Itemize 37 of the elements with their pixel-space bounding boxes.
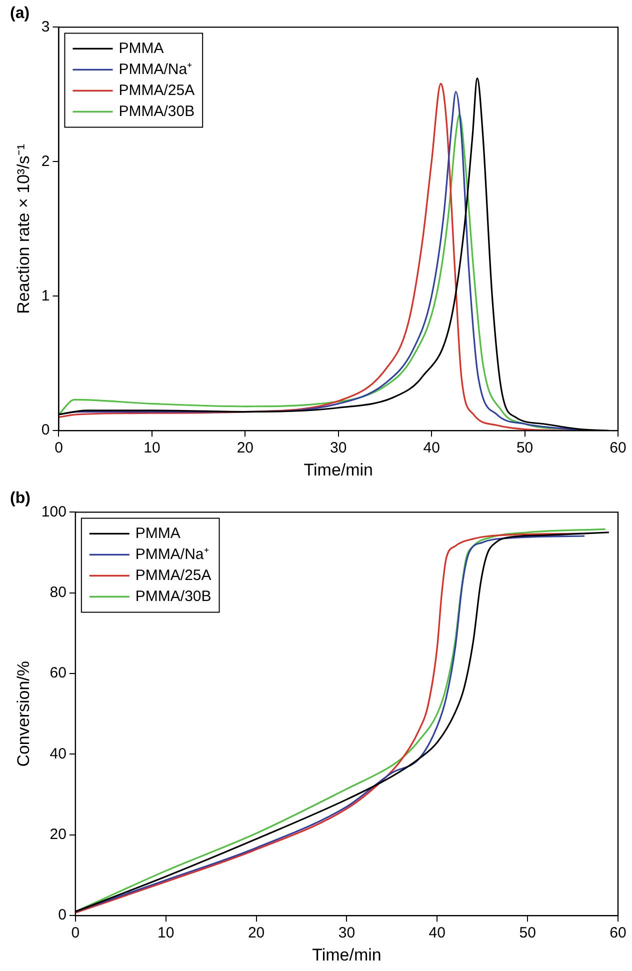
legend-label: PMMA/25A <box>118 82 195 99</box>
y-tick-label: 0 <box>58 906 66 924</box>
y-tick-label: 0 <box>41 422 50 439</box>
x-tick-label: 20 <box>236 440 254 457</box>
legend-label: PMMA/30B <box>135 588 212 605</box>
legend-label: PMMA <box>135 524 180 542</box>
legend-label: PMMA/30B <box>118 102 195 120</box>
y-tick-label: 80 <box>50 584 66 602</box>
legend-label: PMMA/25A <box>135 566 212 584</box>
x-tick-label: 0 <box>71 924 80 942</box>
x-tick-label: 40 <box>428 924 446 942</box>
chart-title: (a) <box>10 5 30 22</box>
x-tick-label: 20 <box>248 924 265 942</box>
chart-title: (b) <box>10 490 30 508</box>
x-tick-label: 10 <box>158 924 174 942</box>
x-axis-title: Time/min <box>312 945 382 964</box>
y-tick-label: 2 <box>41 152 50 170</box>
y-tick-label: 1 <box>41 287 50 304</box>
x-tick-label: 10 <box>144 440 160 457</box>
y-tick-label: 40 <box>50 745 66 762</box>
x-tick-label: 30 <box>338 924 356 942</box>
x-tick-label: 50 <box>519 924 536 942</box>
x-tick-label: 50 <box>516 440 534 457</box>
x-axis-title: Time/min <box>304 460 374 480</box>
y-tick-label: 60 <box>50 664 66 682</box>
legend-label: PMMA/Na⁺ <box>118 60 192 78</box>
y-tick-label: 100 <box>41 503 66 520</box>
legend-label: PMMA <box>118 40 164 57</box>
x-tick-label: 30 <box>330 440 347 457</box>
x-tick-label: 60 <box>610 440 626 457</box>
y-axis-title: Reaction rate × 10³/s⁻¹ <box>14 144 33 314</box>
x-tick-label: 40 <box>423 440 440 457</box>
x-tick-label: 60 <box>610 924 626 942</box>
y-tick-label: 20 <box>50 826 66 844</box>
y-tick-label: 3 <box>41 18 50 36</box>
y-axis-title: Conversion/% <box>14 660 33 767</box>
legend-label: PMMA/Na⁺ <box>135 546 209 563</box>
